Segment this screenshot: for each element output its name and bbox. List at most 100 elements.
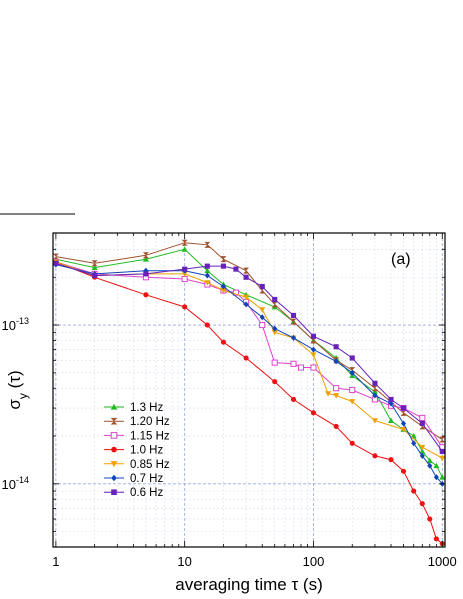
data-point: [204, 241, 211, 248]
x-tick-label: 1: [52, 554, 59, 569]
legend-label: 0.85 Hz: [130, 459, 170, 471]
data-point: [290, 334, 297, 341]
legend-label: 0.6 Hz: [130, 487, 163, 499]
series-layer: [52, 239, 446, 547]
data-point: [419, 444, 426, 451]
data-point: [371, 388, 378, 395]
data-point: [349, 399, 356, 405]
series-line: [55, 248, 443, 478]
data-point: [290, 312, 297, 318]
data-point: [232, 289, 239, 296]
data-point: [272, 379, 278, 385]
data-point: [310, 333, 317, 339]
data-point: [333, 423, 339, 429]
data-point: [220, 256, 227, 263]
data-point: [182, 304, 188, 310]
series-0-7-Hz: [53, 261, 445, 487]
data-point: [220, 263, 226, 269]
data-point: [181, 246, 188, 252]
data-point: [388, 396, 394, 402]
data-point: [426, 457, 433, 464]
legend-item: 0.7 Hz: [104, 473, 163, 485]
data-point: [233, 266, 239, 272]
legend-item: 1.0 Hz: [104, 445, 163, 457]
data-point: [427, 462, 433, 469]
legend-label: 1.15 Hz: [130, 430, 170, 442]
series-1-20-Hz: [52, 239, 446, 443]
data-point: [182, 266, 188, 272]
data-point: [142, 252, 149, 259]
data-point: [181, 275, 188, 283]
data-point: [204, 267, 211, 274]
data-point: [439, 474, 446, 480]
data-point: [371, 385, 378, 392]
data-point: [271, 329, 278, 336]
data-point: [204, 263, 210, 269]
data-point: [243, 294, 250, 301]
grid: [53, 233, 445, 548]
data-point: [388, 400, 394, 407]
legend-item: 1.3 Hz: [104, 402, 163, 414]
data-point: [419, 501, 425, 507]
legend-label: 0.7 Hz: [130, 473, 163, 485]
legend-marker: [111, 474, 117, 482]
data-point: [349, 355, 355, 361]
data-point: [272, 296, 278, 302]
legend-label: 1.0 Hz: [130, 445, 163, 457]
data-point: [325, 391, 332, 397]
legend-item: 1.20 Hz: [104, 416, 170, 428]
data-point: [52, 253, 59, 260]
data-point: [439, 455, 446, 462]
x-tick-label: 10: [177, 554, 191, 569]
series-1-0-Hz: [53, 259, 445, 547]
data-point: [400, 405, 407, 411]
legend-marker: [110, 461, 118, 468]
x-axis-title: averaging time τ (s): [175, 575, 323, 594]
legend-item: 1.15 Hz: [104, 430, 170, 442]
data-point: [433, 536, 439, 542]
data-point: [243, 301, 249, 308]
data-point: [427, 516, 433, 522]
data-point: [220, 283, 226, 290]
data-point: [290, 318, 297, 325]
legend-marker: [110, 403, 118, 410]
data-point: [388, 417, 395, 424]
data-point: [143, 271, 149, 277]
legend-marker: [111, 489, 117, 496]
legend-marker: [110, 417, 118, 425]
data-point: [310, 346, 317, 353]
x-tick-label: 1000: [428, 554, 457, 569]
data-point: [259, 314, 265, 321]
data-point: [297, 364, 305, 371]
data-point: [349, 386, 356, 394]
y-axis-title: σy (τ): [5, 370, 30, 409]
data-point: [290, 396, 297, 402]
data-point: [181, 271, 188, 277]
data-point: [310, 410, 317, 416]
legend-item: 0.6 Hz: [104, 487, 163, 499]
data-point: [400, 420, 407, 427]
data-point: [310, 352, 317, 358]
legend-marker: [111, 446, 117, 453]
legend-marker: [110, 432, 118, 439]
data-point: [349, 369, 355, 376]
data-point: [372, 392, 378, 399]
data-point: [91, 260, 98, 267]
y-tick-label: 10-13: [2, 316, 29, 333]
data-point: [400, 409, 407, 416]
data-point: [243, 274, 249, 280]
data-point: [53, 260, 59, 266]
data-point: [290, 360, 297, 367]
data-point: [349, 440, 355, 446]
data-point: [92, 273, 98, 279]
legend-item: 0.85 Hz: [104, 459, 170, 471]
series-line: [55, 261, 443, 459]
data-point: [181, 239, 188, 246]
data-point: [310, 337, 317, 344]
y-tick-label-exponent: -14: [16, 475, 29, 485]
y-tick-label-base: 10: [2, 477, 16, 492]
y-axis-title-subscript: y: [16, 393, 30, 399]
data-point: [333, 344, 339, 350]
data-point: [220, 288, 227, 294]
data-point: [400, 468, 407, 474]
